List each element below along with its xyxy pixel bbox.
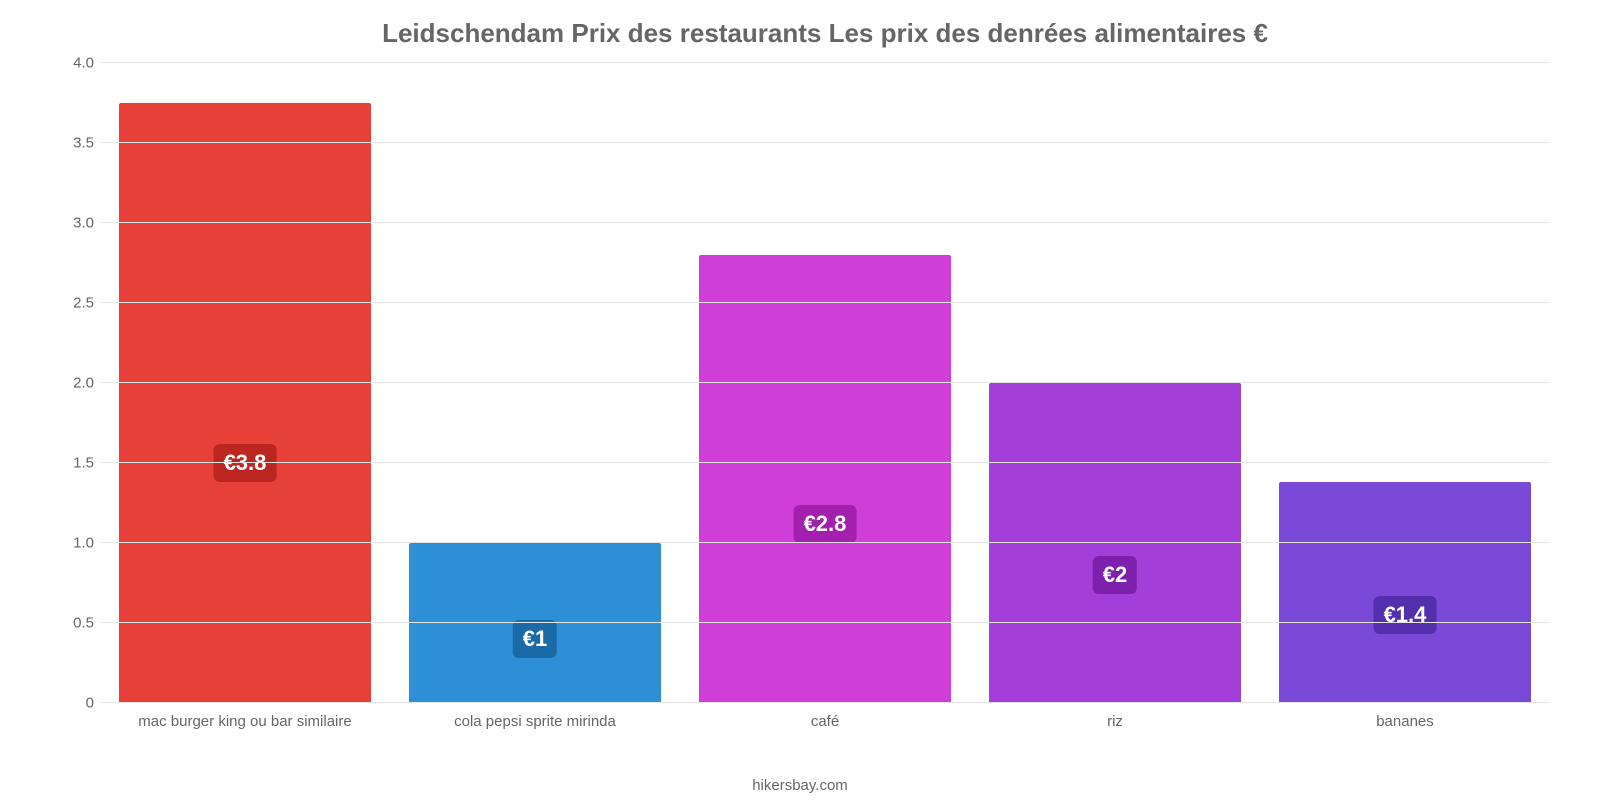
chart-title: Leidschendam Prix des restaurants Les pr… [100,18,1550,49]
x-tick-label: bananes [1260,713,1550,730]
value-label: €2 [1093,556,1137,594]
bar: €1 [409,543,661,703]
grid-line [100,702,1550,703]
grid-line [100,462,1550,463]
y-tick-label: 1.0 [44,535,94,552]
bar: €2 [989,383,1241,703]
y-tick-label: 0 [44,695,94,712]
grid-line [100,382,1550,383]
y-tick-label: 3.0 [44,215,94,232]
grid-line [100,222,1550,223]
bar-cell: €1.4 [1260,63,1550,703]
value-label: €1.4 [1374,596,1437,634]
bar-cell: €3.8 [100,63,390,703]
grid-line [100,302,1550,303]
bar-cell: €2.8 [680,63,970,703]
y-axis: 00.51.01.52.02.53.03.54.0 [44,63,94,703]
bars-area: €3.8 €1 €2.8 €2 €1.4 [100,63,1550,703]
y-tick-label: 2.0 [44,375,94,392]
chart-container: Leidschendam Prix des restaurants Les pr… [0,0,1600,800]
y-tick-label: 4.0 [44,55,94,72]
x-axis-labels: mac burger king ou bar similairecola pep… [100,713,1550,730]
grid-line [100,622,1550,623]
bar: €1.4 [1279,482,1531,703]
y-tick-label: 3.5 [44,135,94,152]
chart-footer: hikersbay.com [0,777,1600,794]
bar: €2.8 [699,255,951,703]
bar-cell: €1 [390,63,680,703]
grid-line [100,542,1550,543]
y-tick-label: 2.5 [44,295,94,312]
y-tick-label: 1.5 [44,455,94,472]
x-tick-label: café [680,713,970,730]
bar: €3.8 [119,103,371,703]
value-label: €1 [513,620,557,658]
value-label: €2.8 [794,505,857,543]
x-tick-label: cola pepsi sprite mirinda [390,713,680,730]
x-tick-label: riz [970,713,1260,730]
grid-line [100,62,1550,63]
plot-area: 00.51.01.52.02.53.03.54.0 €3.8€1€2.8€2€1… [100,63,1550,703]
y-tick-label: 0.5 [44,615,94,632]
value-label: €3.8 [214,444,277,482]
grid-line [100,142,1550,143]
bar-cell: €2 [970,63,1260,703]
x-tick-label: mac burger king ou bar similaire [100,713,390,730]
